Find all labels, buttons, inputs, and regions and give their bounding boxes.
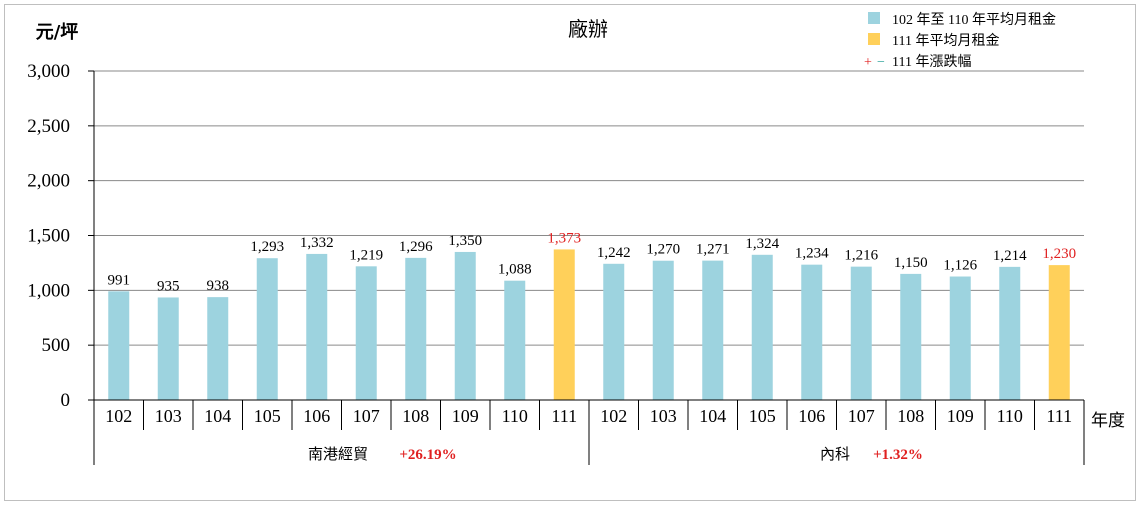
data-label: 1,324 bbox=[745, 236, 779, 252]
data-label: 1,214 bbox=[993, 248, 1027, 264]
group-change-0: +26.19% bbox=[399, 447, 456, 463]
y-axis-ticks: 0 500 1,000 1,500 2,000 2,500 3,000 bbox=[27, 61, 95, 411]
bar bbox=[454, 251, 476, 400]
y-tick-label: 500 bbox=[42, 335, 71, 356]
legend-minus-sign: − bbox=[877, 55, 885, 70]
data-label: 1,271 bbox=[696, 242, 730, 258]
x-tick-label: 108 bbox=[897, 406, 924, 426]
x-axis-label: 年度 bbox=[1091, 411, 1125, 431]
legend-label-base: 102 年至 110 年平均月租金 bbox=[892, 12, 1056, 28]
x-tick-label: 111 bbox=[551, 406, 577, 426]
bar bbox=[553, 249, 575, 400]
bar bbox=[999, 266, 1021, 400]
x-tick-label: 111 bbox=[1046, 406, 1072, 426]
x-tick-label: 105 bbox=[749, 406, 776, 426]
x-tick-label: 104 bbox=[204, 406, 231, 426]
bar bbox=[801, 264, 823, 400]
group-labels: 南港經貿 +26.19% 內科 +1.32% bbox=[308, 445, 923, 463]
bar bbox=[355, 266, 377, 400]
data-labels: 991 935 938 1,293 1,332 1,219 1,296 1,350 1,088 1… bbox=[108, 230, 1077, 294]
group-name-1: 內科 bbox=[820, 445, 850, 463]
y-tick-label: 2,500 bbox=[27, 116, 70, 137]
data-label: 1,242 bbox=[597, 245, 631, 261]
bar bbox=[1048, 265, 1070, 400]
data-label: 1,150 bbox=[894, 255, 928, 271]
data-label: 1,126 bbox=[943, 258, 977, 274]
bar bbox=[504, 280, 526, 400]
x-tick-label: 110 bbox=[502, 406, 528, 426]
group-name-0: 南港經貿 bbox=[308, 445, 368, 463]
bar bbox=[256, 258, 278, 400]
bar bbox=[702, 260, 724, 400]
bar bbox=[108, 291, 130, 400]
data-label: 1,216 bbox=[844, 248, 878, 264]
data-label: 1,270 bbox=[646, 242, 680, 258]
x-tick-label: 109 bbox=[947, 406, 974, 426]
bar bbox=[603, 263, 625, 400]
x-tick-label: 106 bbox=[798, 406, 825, 426]
data-label: 1,373 bbox=[547, 230, 581, 246]
data-label: 1,230 bbox=[1042, 246, 1076, 262]
data-label: 1,293 bbox=[250, 239, 284, 255]
y-tick-label: 3,000 bbox=[27, 61, 70, 82]
x-tick-label: 108 bbox=[402, 406, 429, 426]
chart-frame bbox=[4, 4, 1136, 501]
data-label: 1,219 bbox=[349, 247, 383, 263]
y-tick-label: 0 bbox=[61, 390, 71, 411]
group-change-1: +1.32% bbox=[873, 447, 923, 463]
x-tick-label: 103 bbox=[650, 406, 677, 426]
bar bbox=[157, 297, 179, 400]
x-tick-label: 105 bbox=[254, 406, 281, 426]
x-tick-label: 102 bbox=[600, 406, 627, 426]
y-axis-label: 元/坪 bbox=[36, 22, 79, 43]
y-tick-label: 2,000 bbox=[27, 171, 70, 192]
x-tick-label: 110 bbox=[997, 406, 1023, 426]
bar bbox=[306, 253, 328, 400]
bar bbox=[405, 257, 427, 400]
legend-label-change: 111 年漲跌幅 bbox=[892, 54, 971, 70]
bar bbox=[652, 260, 674, 400]
bar bbox=[850, 266, 872, 400]
data-label: 1,088 bbox=[498, 262, 532, 278]
legend-swatch-base bbox=[868, 12, 880, 24]
data-label: 1,350 bbox=[448, 233, 482, 249]
legend-label-highlight: 111 年平均月租金 bbox=[892, 33, 999, 49]
y-tick-label: 1,000 bbox=[27, 280, 70, 301]
data-label: 1,234 bbox=[795, 246, 829, 262]
x-axis: 102 103 104 105 106 107 108 109 110 111 102 103 104 1… bbox=[93, 399, 1085, 465]
x-tick-label: 103 bbox=[155, 406, 182, 426]
bar bbox=[751, 254, 773, 400]
x-tick-label: 107 bbox=[848, 406, 875, 426]
bar bbox=[900, 273, 922, 400]
legend-plus-sign: + bbox=[864, 55, 872, 70]
bar bbox=[949, 276, 971, 400]
bars bbox=[108, 249, 1070, 400]
bar bbox=[207, 297, 229, 400]
data-label: 1,296 bbox=[399, 239, 433, 255]
data-label: 991 bbox=[108, 272, 131, 288]
gridlines bbox=[94, 70, 1084, 401]
chart-title: 廠辦 bbox=[568, 17, 608, 41]
x-tick-label: 104 bbox=[699, 406, 726, 426]
y-tick-label: 1,500 bbox=[27, 226, 70, 247]
legend: 102 年至 110 年平均月租金 111 年平均月租金 + − 111 年漲跌… bbox=[864, 12, 1056, 70]
data-label: 1,332 bbox=[300, 235, 334, 251]
data-label: 935 bbox=[157, 278, 180, 294]
x-tick-label: 107 bbox=[353, 406, 380, 426]
data-label: 938 bbox=[207, 278, 230, 294]
x-tick-label: 109 bbox=[452, 406, 479, 426]
legend-swatch-highlight bbox=[868, 33, 880, 45]
x-tick-label: 106 bbox=[303, 406, 330, 426]
x-tick-label: 102 bbox=[105, 406, 132, 426]
